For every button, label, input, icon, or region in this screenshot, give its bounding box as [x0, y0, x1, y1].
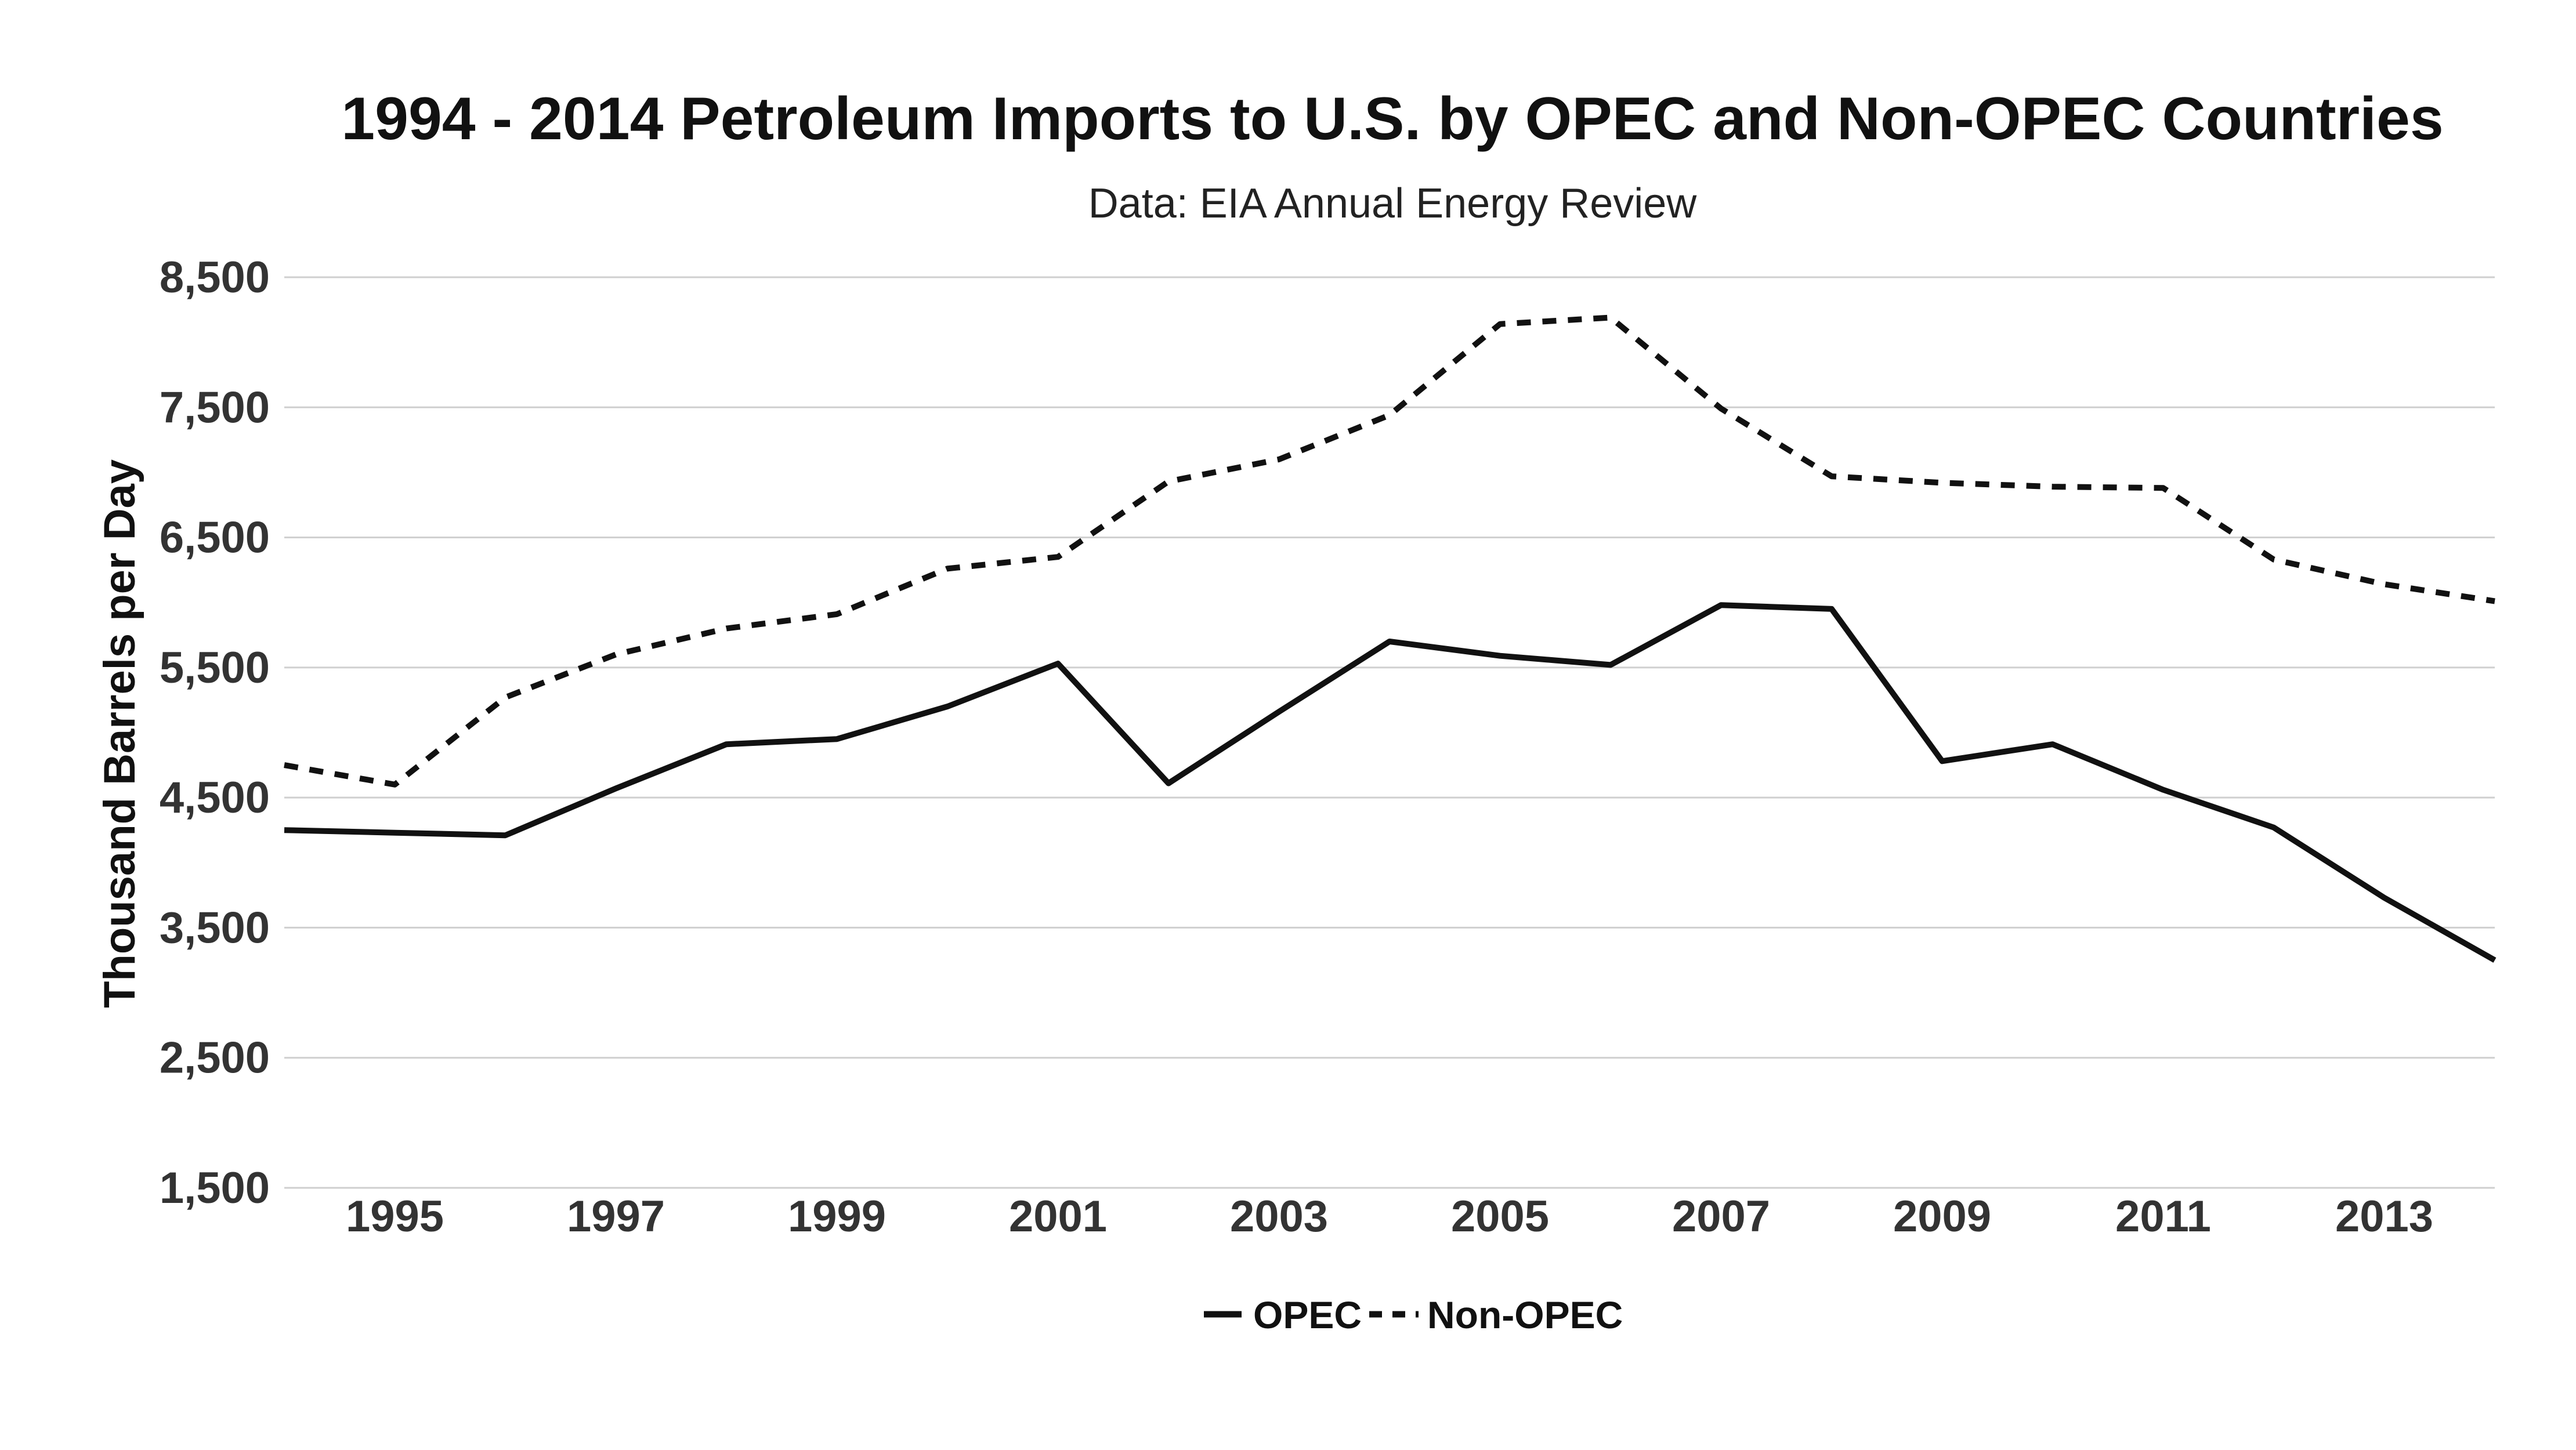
y-tick-label: 2,500 — [160, 1034, 270, 1083]
y-axis-ticks: 1,500 2,500 3,500 4,500 5,500 6,500 7,500 8,500 — [160, 253, 270, 1213]
series-line-opec — [284, 602, 2497, 963]
x-tick-label: 2007 — [1672, 1192, 1770, 1241]
y-tick-label: 1,500 — [160, 1163, 270, 1213]
x-tick-label: 1995 — [346, 1192, 444, 1241]
x-axis-ticks: 1995 1997 1999 2001 2003 2005 2007 2009 2011 2013 — [346, 1192, 2433, 1241]
y-tick-label: 7,500 — [160, 383, 270, 432]
legend-label-opec: OPEC — [1253, 1293, 1362, 1336]
x-tick-label: 2001 — [1009, 1192, 1107, 1241]
grid — [284, 276, 2495, 1189]
x-tick-label: 2003 — [1230, 1192, 1328, 1241]
series-line-non-opec — [284, 314, 2495, 788]
y-tick-label: 8,500 — [160, 253, 270, 302]
y-axis-label: Thousand Barrels per Day — [95, 459, 144, 1008]
y-tick-label: 4,500 — [160, 773, 270, 822]
x-tick-label: 1997 — [567, 1192, 665, 1241]
chart-title: 1994 - 2014 Petroleum Imports to U.S. by… — [341, 85, 2443, 153]
x-tick-label: 2011 — [2115, 1192, 2211, 1241]
y-tick-label: 3,500 — [160, 903, 270, 952]
chart-subtitle: Data: EIA Annual Energy Review — [1088, 180, 1698, 227]
series-lines — [284, 314, 2497, 963]
x-tick-label: 2013 — [2335, 1192, 2433, 1241]
x-tick-label: 2009 — [1893, 1192, 1991, 1241]
legend: OPEC Non-OPEC — [1204, 1293, 1623, 1336]
legend-label-non-opec: Non-OPEC — [1427, 1293, 1623, 1336]
x-tick-label: 1999 — [788, 1192, 886, 1241]
y-tick-label: 6,500 — [160, 513, 270, 563]
x-tick-label: 2005 — [1451, 1192, 1549, 1241]
y-tick-label: 5,500 — [160, 643, 270, 693]
